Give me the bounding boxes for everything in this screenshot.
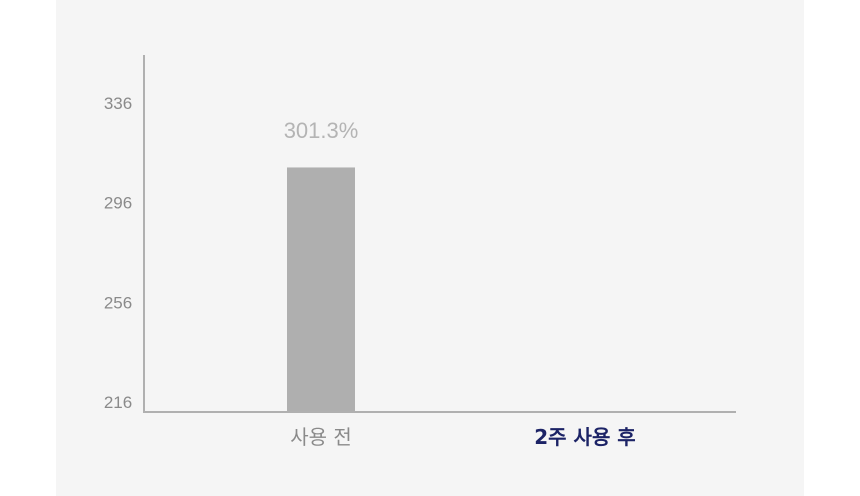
x-category-label: 2주 사용 후 [534, 425, 635, 449]
y-tick-label: 256 [104, 293, 132, 312]
bar-1 [287, 167, 355, 411]
chart-panel [56, 0, 804, 496]
y-tick-label: 296 [104, 194, 132, 213]
y-tick-label: 216 [104, 393, 132, 412]
y-tick-label: 336 [104, 94, 132, 113]
x-category-label: 사용 전 [290, 425, 352, 449]
data-label: 301.3% [284, 118, 359, 143]
